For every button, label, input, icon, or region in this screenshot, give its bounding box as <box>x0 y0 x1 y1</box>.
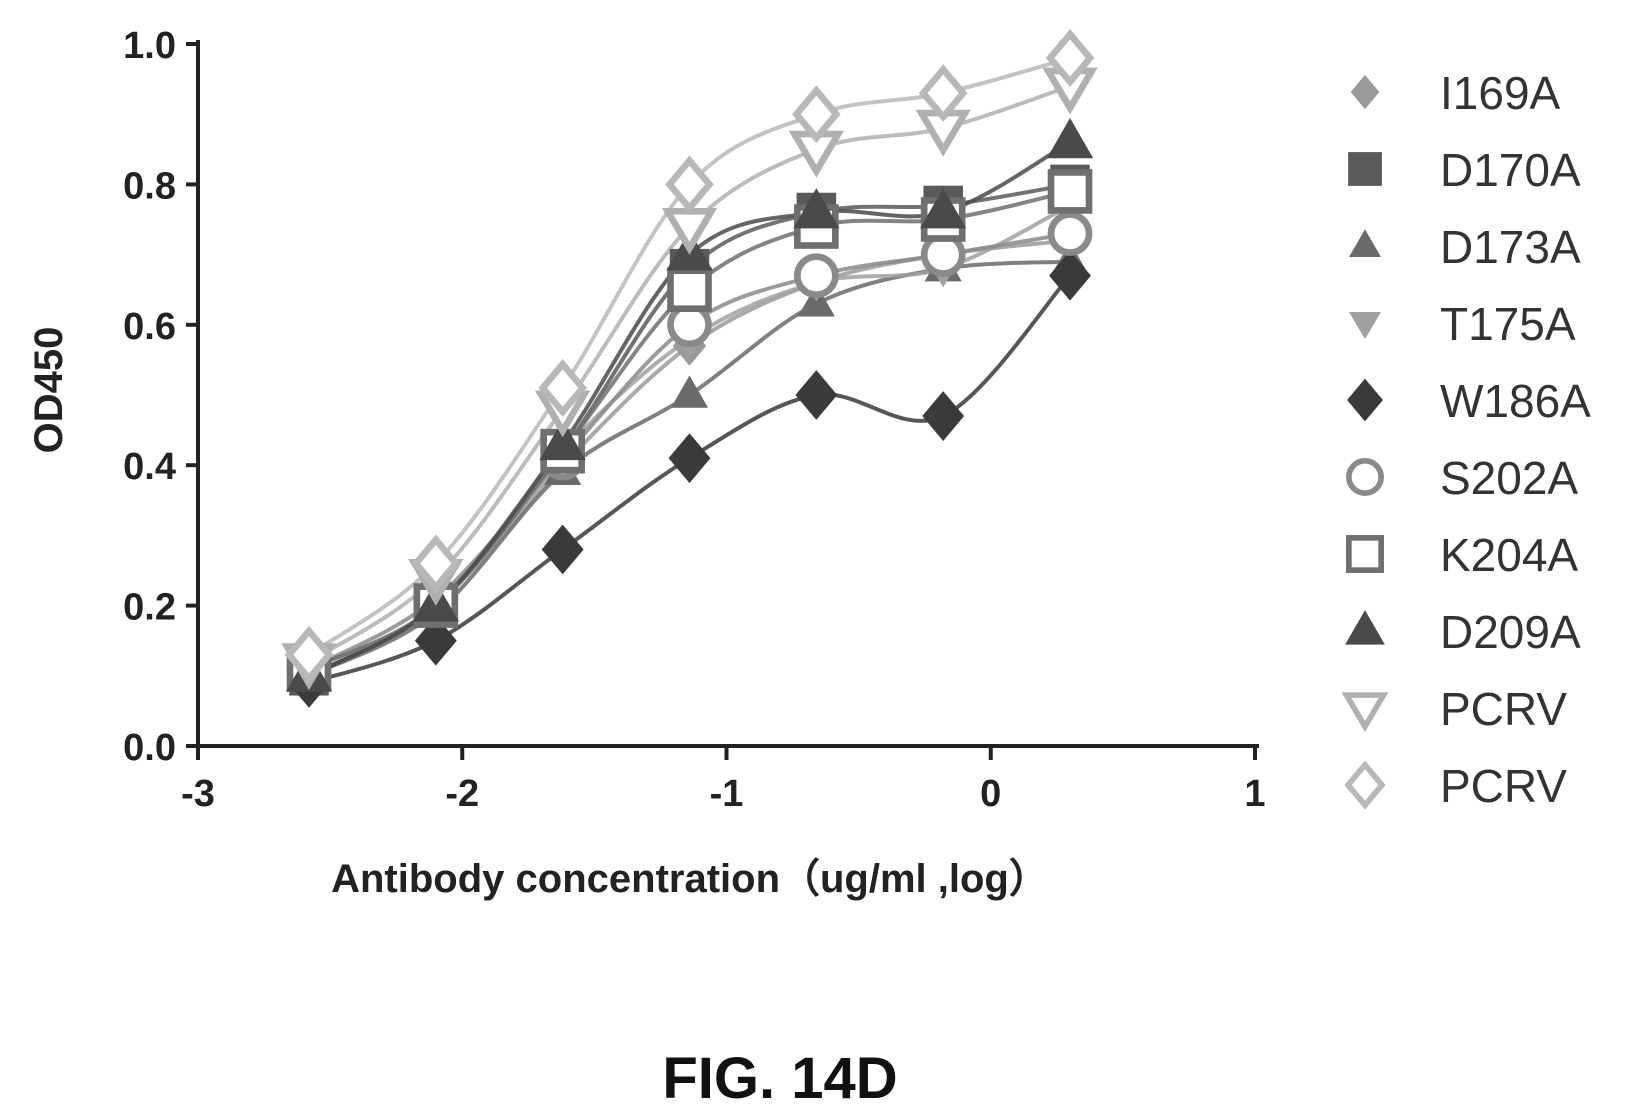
data-point-series-5 <box>922 391 965 441</box>
legend-label: T175A <box>1440 298 1576 350</box>
data-point-series-5 <box>668 433 711 484</box>
data-point-series-10 <box>665 155 714 214</box>
data-point-series-8 <box>539 419 586 461</box>
x-tick-label: -1 <box>710 773 744 815</box>
legend-item: D170A <box>1348 144 1581 196</box>
data-point-series-10 <box>284 625 334 684</box>
legend-marker <box>1348 152 1382 186</box>
data-point-series-6 <box>794 253 839 298</box>
y-tick-label: 0.2 <box>123 587 176 629</box>
x-tick-label: 0 <box>980 773 1001 815</box>
plot-area <box>281 29 1098 708</box>
legend-item: PCRV <box>1344 760 1567 812</box>
legend-marker <box>1344 760 1386 810</box>
legend-marker <box>1347 378 1383 422</box>
y-tick-label: 0.6 <box>123 306 176 348</box>
figure-caption: FIG. 14D <box>662 1046 897 1111</box>
legend-label: W186A <box>1440 375 1591 427</box>
y-tick-label: 1.0 <box>123 25 176 67</box>
y-tick-label: 0.8 <box>123 165 176 207</box>
legend-marker <box>1349 312 1381 340</box>
y-tick-label: 0.4 <box>123 446 176 488</box>
data-point-series-5 <box>414 615 457 666</box>
legend-label: K204A <box>1440 529 1578 581</box>
legend-item: D173A <box>1349 221 1581 273</box>
legend: I169A D170A D173A T175A W186A S202A K204A D209A… <box>1341 67 1591 812</box>
x-tick-label: -2 <box>445 773 479 815</box>
x-tick-label: 1 <box>1244 773 1265 815</box>
data-point-series-10 <box>538 359 587 417</box>
data-point-series-3 <box>670 375 709 408</box>
legend-label: S202A <box>1440 452 1578 504</box>
data-point-series-10 <box>792 85 841 144</box>
data-points <box>281 29 1098 708</box>
data-point-series-7 <box>1047 169 1093 214</box>
data-point-series-10 <box>411 534 461 593</box>
data-point-series-5 <box>1049 250 1091 301</box>
x-axis-ticks: -3 -2 -1 0 1 <box>181 746 1266 815</box>
legend-item: I169A <box>1350 67 1561 119</box>
legend-label: PCRV <box>1440 760 1567 812</box>
legend-marker <box>1345 610 1385 645</box>
legend-item: W186A <box>1347 375 1591 427</box>
y-tick-label: 0.0 <box>123 727 176 769</box>
x-tick-label: -3 <box>181 773 215 815</box>
axes: -3 -2 -1 0 1 0.0 0.2 0.4 0.6 0.8 1.0 <box>123 25 1265 815</box>
legend-label: PCRV <box>1440 683 1567 735</box>
legend-marker <box>1350 74 1380 110</box>
legend-label: D209A <box>1440 606 1581 658</box>
data-point-series-8 <box>793 188 840 229</box>
data-point-series-8 <box>1046 117 1094 159</box>
legend-label: I169A <box>1440 67 1561 119</box>
data-point-series-10 <box>1045 29 1095 87</box>
legend-marker <box>1346 535 1384 573</box>
legend-item: PCRV <box>1341 683 1567 735</box>
data-point-series-8 <box>920 188 967 229</box>
legend-marker <box>1346 458 1384 496</box>
legend-item: D209A <box>1345 606 1581 658</box>
data-point-series-5 <box>541 524 584 575</box>
legend-item: K204A <box>1346 529 1578 581</box>
data-point-series-6 <box>1047 211 1093 256</box>
legend-marker <box>1341 692 1389 733</box>
data-point-series-5 <box>795 370 838 420</box>
legend-item: T175A <box>1349 298 1576 350</box>
data-point-series-7 <box>667 267 712 313</box>
data-point-series-10 <box>918 64 968 123</box>
legend-item: S202A <box>1346 452 1578 504</box>
y-axis-ticks: 0.0 0.2 0.4 0.6 0.8 1.0 <box>123 25 198 769</box>
y-axis-title: OD450 <box>27 327 71 454</box>
x-axis-title: Antibody concentration（ug/ml ,log） <box>331 857 1049 901</box>
legend-label: D170A <box>1440 144 1581 196</box>
legend-marker <box>1349 229 1381 257</box>
legend-label: D173A <box>1440 221 1581 273</box>
